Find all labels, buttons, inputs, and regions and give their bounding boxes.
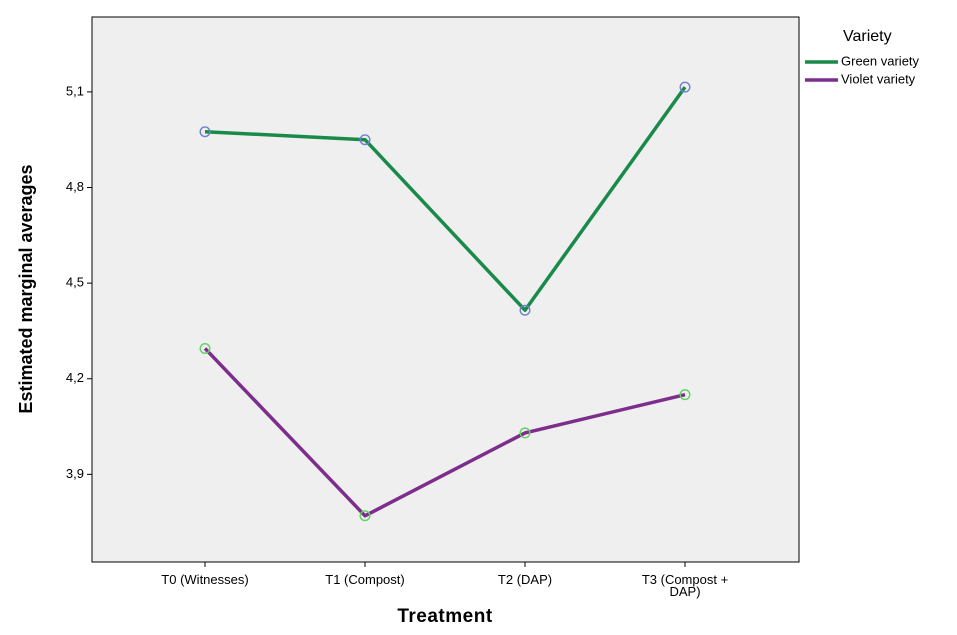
x-tick-label: T3 (Compost + DAP) bbox=[642, 572, 728, 599]
data-point bbox=[359, 510, 371, 522]
series-line-1 bbox=[203, 347, 686, 518]
y-tick-label: 4,5 bbox=[66, 275, 84, 290]
series-line-0 bbox=[204, 86, 687, 312]
y-tick-label: 4,8 bbox=[66, 179, 84, 194]
data-point bbox=[199, 126, 211, 138]
y-axis-ticks: 3,9 4,2 4,5 4,8 5,1 bbox=[66, 83, 92, 481]
data-point bbox=[359, 134, 371, 146]
data-point bbox=[199, 342, 211, 354]
x-tick-label: T0 (Witnesses) bbox=[161, 572, 248, 587]
legend-label: Green variety bbox=[841, 53, 920, 68]
legend-label: Violet variety bbox=[841, 71, 916, 86]
y-tick-label: 3,9 bbox=[66, 466, 84, 481]
x-tick-label: T2 (DAP) bbox=[498, 572, 552, 587]
plot-area bbox=[91, 16, 800, 563]
data-point bbox=[519, 304, 531, 316]
x-axis-ticks: T0 (Witnesses) T1 (Compost) T2 (DAP) T3 (Co… bbox=[161, 562, 728, 599]
legend-title: Variety bbox=[843, 28, 892, 45]
y-axis-title: Estimated marginal averages bbox=[16, 164, 36, 413]
series-layer bbox=[199, 81, 691, 522]
legend: Variety Green variety Violet variety bbox=[805, 28, 920, 86]
data-point bbox=[519, 427, 531, 439]
y-tick-label: 5,1 bbox=[66, 83, 84, 98]
x-axis-title: Treatment bbox=[397, 606, 492, 627]
y-tick-label: 4,2 bbox=[66, 370, 84, 385]
data-point bbox=[679, 81, 691, 93]
x-tick-label: T1 (Compost) bbox=[325, 572, 404, 587]
data-point bbox=[679, 389, 691, 401]
